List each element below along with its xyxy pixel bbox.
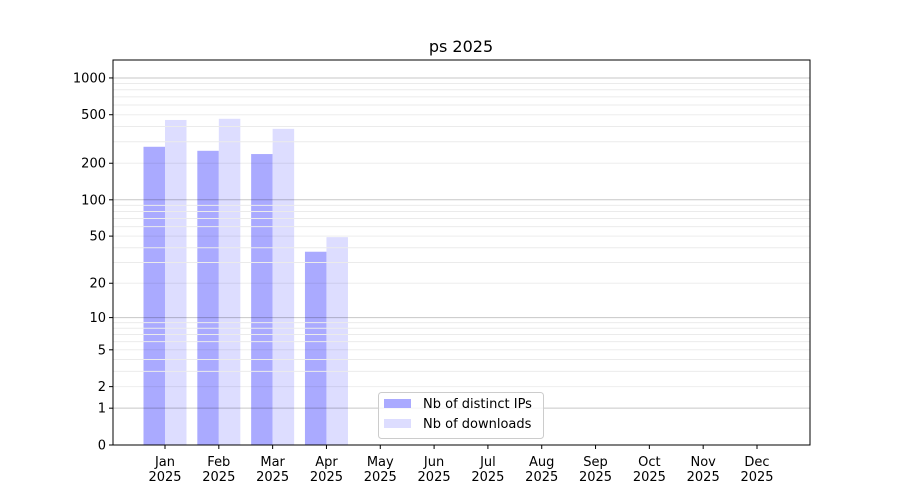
legend-swatch [384,399,411,408]
legend: Nb of distinct IPs Nb of downloads [378,392,544,439]
x-tick-label: 2025 [256,470,289,485]
x-tick-label: 2025 [364,470,397,485]
bar-downloads [218,118,241,446]
y-tick-label: 2 [98,380,106,395]
bar-downloads [165,119,187,446]
legend-label: Nb of downloads [423,417,532,432]
x-tick-label: Nov [690,455,716,470]
legend-label: Nb of distinct IPs [423,397,532,412]
x-tick-label: 2025 [579,470,612,485]
x-tick-label: 2025 [633,470,666,485]
bar-downloads [272,128,295,445]
bar-downloads [326,237,348,445]
x-tick-label: May [367,455,394,470]
y-tick-label: 0 [98,439,106,454]
plot-frame [112,59,811,446]
legend-swatch [384,419,411,428]
y-tick-label: 5 [98,343,106,358]
x-tick-label: Apr [315,455,338,470]
bar-distinct-ips [304,251,327,445]
x-tick-label: Sep [583,455,608,470]
bar-distinct-ips [143,146,165,445]
x-tick-label: Mar [260,455,285,470]
legend-box [378,392,544,439]
axes: 01251020501002005001000Jan2025Feb2025Mar… [73,59,811,485]
y-tick-label: 50 [89,230,106,245]
bar-distinct-ips [251,154,273,445]
y-tick-label: 20 [89,277,106,292]
x-tick-label: 2025 [525,470,558,485]
x-tick-label: Feb [207,455,230,470]
chart-title: ps 2025 [429,37,493,56]
x-tick-label: Aug [529,455,554,470]
x-tick-label: Jan [154,455,175,470]
y-tick-label: 1 [98,402,106,417]
y-tick-label: 500 [81,108,106,123]
y-tick-label: 10 [89,311,106,326]
x-tick-label: Oct [638,455,660,470]
bar-distinct-ips [197,150,219,446]
x-tick-label: 2025 [687,470,720,485]
x-tick-label: Jul [479,455,496,470]
x-tick-label: 2025 [471,470,504,485]
x-tick-label: Jun [423,455,444,470]
y-tick-label: 1000 [73,71,106,86]
y-tick-label: 200 [81,157,106,172]
y-tick-label: 100 [81,193,106,208]
x-tick-label: 2025 [310,470,343,485]
x-tick-label: 2025 [202,470,235,485]
x-tick-label: 2025 [148,470,181,485]
bars [143,118,348,446]
grid [113,77,810,446]
x-tick-label: 2025 [418,470,451,485]
x-tick-label: 2025 [740,470,773,485]
x-tick-label: Dec [744,455,769,470]
